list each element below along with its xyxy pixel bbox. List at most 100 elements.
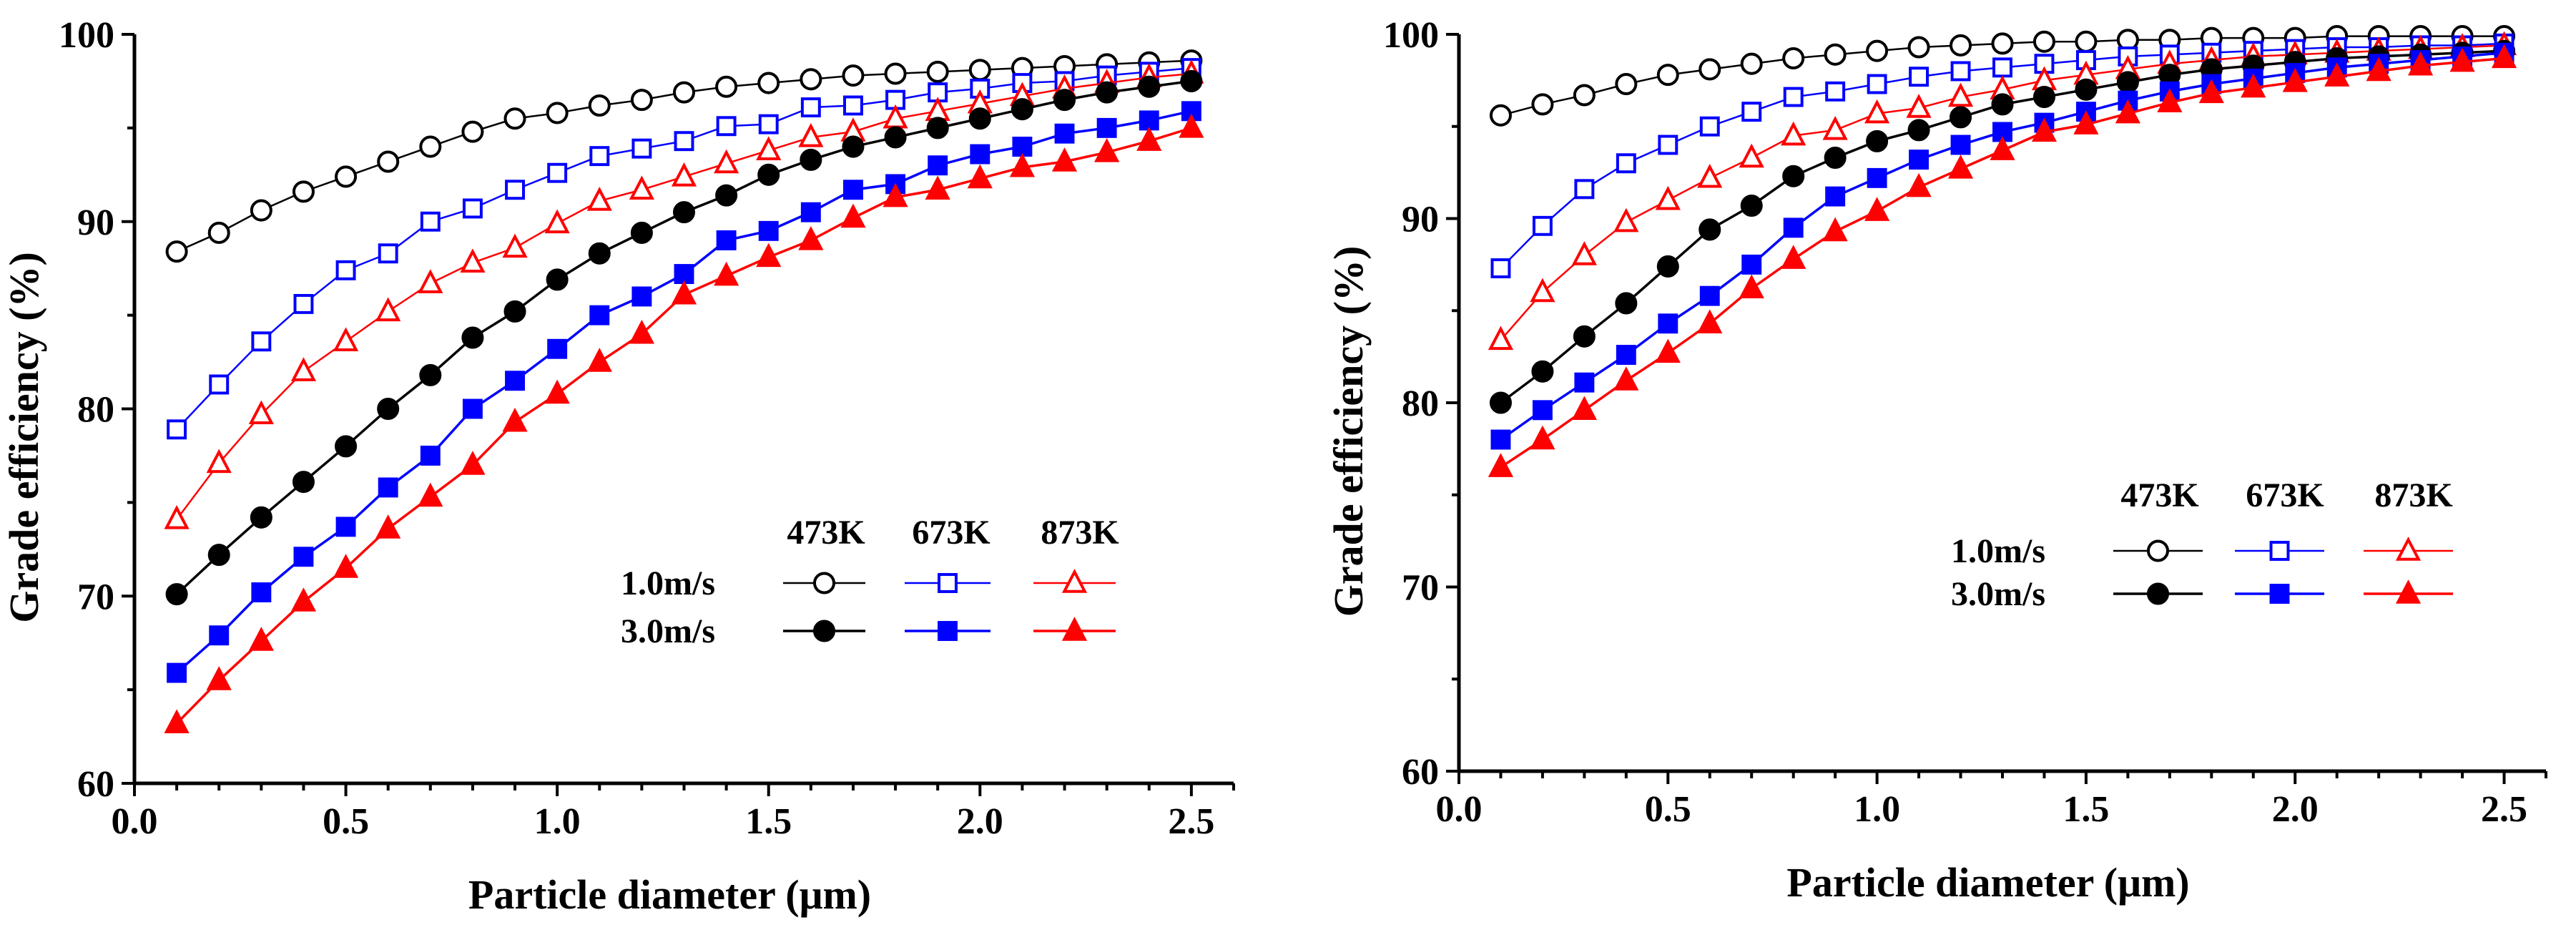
data-point xyxy=(418,269,443,293)
data-point xyxy=(1867,74,1887,94)
series-1-0m-s-673k xyxy=(167,58,1201,440)
data-point xyxy=(715,75,738,98)
data-point xyxy=(1825,81,1846,102)
data-point xyxy=(502,233,528,258)
data-point xyxy=(800,97,821,118)
data-point xyxy=(377,397,400,421)
x-tick-label: 2.5 xyxy=(1168,801,1214,842)
data-point xyxy=(333,327,359,351)
data-point xyxy=(2073,110,2099,134)
data-point xyxy=(1864,197,1890,221)
data-point xyxy=(842,135,865,158)
legend-temperature-label: 473K xyxy=(2120,476,2198,514)
data-point xyxy=(672,201,696,224)
data-point xyxy=(207,221,230,244)
data-point xyxy=(884,126,907,149)
data-point xyxy=(1699,116,1720,137)
data-point xyxy=(1950,34,1972,57)
data-point xyxy=(2116,71,2139,94)
data-point xyxy=(1906,94,1932,118)
data-point xyxy=(2491,44,2517,69)
data-point xyxy=(1907,119,1930,142)
data-point xyxy=(715,184,738,207)
data-point xyxy=(926,117,949,140)
data-point xyxy=(1907,36,1930,59)
y-tick-label: 70 xyxy=(77,577,114,617)
y-tick-label: 70 xyxy=(1402,568,1439,609)
x-axis-title: Particle diameter (μm) xyxy=(1786,859,2189,906)
data-point xyxy=(1613,207,1639,232)
data-point xyxy=(1658,313,1678,334)
y-tick-label: 90 xyxy=(77,202,114,243)
data-point xyxy=(630,221,653,244)
data-point xyxy=(1699,218,1721,241)
data-point xyxy=(758,114,779,134)
legend-temperature-label: 873K xyxy=(1041,514,1119,552)
legend-temperature-label: 473K xyxy=(787,514,865,552)
data-point xyxy=(1531,360,1554,383)
data-point xyxy=(1490,258,1511,278)
data-point xyxy=(2031,117,2058,142)
x-tick-label: 2.0 xyxy=(2272,789,2319,830)
data-point xyxy=(1824,43,1847,66)
data-point xyxy=(1782,165,1805,187)
legend-marker xyxy=(938,573,958,593)
data-point xyxy=(1655,338,1681,363)
data-point xyxy=(290,357,317,381)
data-point xyxy=(1139,110,1159,131)
data-point xyxy=(207,544,230,567)
data-point xyxy=(377,150,400,173)
data-point xyxy=(2157,88,2183,112)
y-axis-title: Grade efficiency (%) xyxy=(1,252,47,623)
data-point xyxy=(672,81,696,104)
data-point xyxy=(840,203,866,228)
data-point xyxy=(1991,32,2014,55)
data-point xyxy=(1990,136,2015,160)
data-point xyxy=(1011,98,1033,121)
data-point xyxy=(2032,86,2055,109)
data-point xyxy=(1573,84,1596,107)
data-point xyxy=(1571,396,1597,420)
data-point xyxy=(2366,57,2391,82)
data-point xyxy=(970,144,990,165)
data-point xyxy=(631,286,652,307)
data-point xyxy=(1571,241,1597,265)
y-tick-label: 90 xyxy=(1402,200,1439,240)
data-point xyxy=(1947,82,1974,107)
legend-marker xyxy=(938,621,958,641)
data-point xyxy=(586,187,612,211)
x-tick-label: 1.5 xyxy=(2063,789,2109,830)
data-point xyxy=(843,95,863,116)
data-point xyxy=(292,180,315,203)
data-point xyxy=(1740,194,1763,217)
legend-marker xyxy=(2146,539,2170,562)
y-tick-label: 80 xyxy=(1402,383,1439,424)
data-point xyxy=(1009,152,1036,177)
data-point xyxy=(968,59,991,82)
data-point xyxy=(248,627,274,651)
data-point xyxy=(1658,134,1678,155)
data-point xyxy=(1697,163,1723,188)
data-point xyxy=(2032,30,2055,53)
data-point xyxy=(586,348,612,372)
data-point xyxy=(843,180,863,200)
data-point xyxy=(462,198,483,219)
x-tick-label: 1.0 xyxy=(534,801,581,842)
data-point xyxy=(674,264,694,284)
data-point xyxy=(1489,104,1512,127)
data-point xyxy=(460,248,486,273)
data-point xyxy=(588,94,611,117)
series-1-0m-s-873k xyxy=(164,59,1204,529)
data-point xyxy=(1699,285,1720,306)
legend-velocity-label: 3.0m/s xyxy=(1951,575,2045,613)
data-point xyxy=(1992,57,2012,78)
legend-marker xyxy=(2269,541,2290,561)
data-point xyxy=(503,107,526,130)
data-point xyxy=(502,407,528,432)
data-point xyxy=(418,482,443,507)
legend-marker xyxy=(1061,617,1088,641)
y-tick-label: 80 xyxy=(77,390,114,431)
data-point xyxy=(251,331,272,352)
data-point xyxy=(460,451,486,475)
data-point xyxy=(250,199,272,222)
